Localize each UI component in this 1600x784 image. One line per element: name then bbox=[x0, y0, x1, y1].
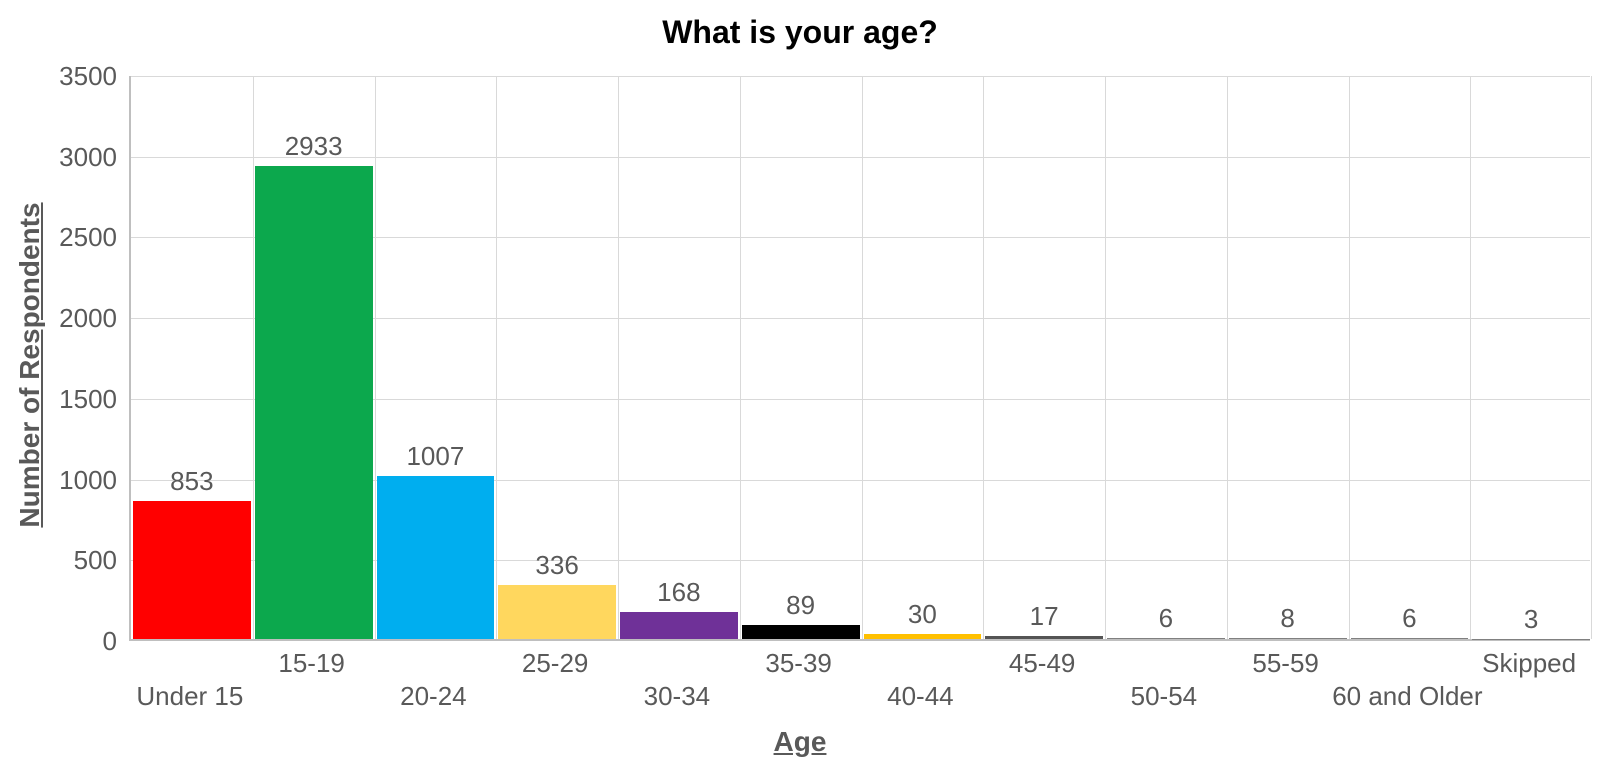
bar-30-34 bbox=[620, 611, 738, 639]
v-gridline-9 bbox=[1226, 76, 1228, 639]
bar-15-19 bbox=[254, 165, 373, 639]
y-tick-label-2500: 2500 bbox=[59, 222, 117, 253]
y-tick-label-1000: 1000 bbox=[59, 464, 117, 495]
v-gridline-4 bbox=[618, 76, 619, 639]
x-category-label-60 and Older: 60 and Older bbox=[1332, 681, 1483, 711]
v-gridline-1 bbox=[252, 76, 254, 639]
bar-value-label-45-49: 17 bbox=[1029, 601, 1059, 632]
v-gridline-3 bbox=[496, 76, 498, 639]
x-category-label-Skipped: Skipped bbox=[1482, 648, 1577, 678]
bar-value-label-Under 15: 853 bbox=[170, 466, 214, 497]
bar-value-label-50-54: 6 bbox=[1158, 603, 1174, 634]
x-category-label-30-34: 30-34 bbox=[643, 681, 711, 711]
x-category-label-25-29: 25-29 bbox=[521, 648, 589, 678]
y-tick-label-3500: 3500 bbox=[59, 61, 117, 91]
x-category-label-50-54: 50-54 bbox=[1130, 681, 1198, 711]
v-gridline-11 bbox=[1470, 76, 1472, 639]
y-tick-label-2000: 2000 bbox=[59, 303, 117, 334]
y-tick-label-0: 0 bbox=[102, 626, 117, 656]
bar-value-label-55-59: 8 bbox=[1280, 602, 1295, 633]
y-tick-label-500: 500 bbox=[73, 545, 117, 576]
y-tick-label-1500: 1500 bbox=[59, 383, 117, 414]
v-gridline-12 bbox=[1590, 76, 1592, 639]
v-gridline-7 bbox=[983, 76, 985, 639]
bar-value-label-20-24: 1007 bbox=[406, 441, 465, 472]
v-gridline-10 bbox=[1348, 76, 1350, 639]
plot-area: 853 2933 1007 336 168 89 30 17 6 8 6 3 bbox=[129, 76, 1592, 641]
bar-value-label-40-44: 30 bbox=[907, 599, 937, 630]
h-gridline-500 bbox=[131, 560, 1590, 562]
chart-title: What is your age? bbox=[662, 14, 938, 50]
bar-45-49 bbox=[985, 636, 1103, 639]
bar-value-label-15-19: 2933 bbox=[284, 130, 343, 161]
x-category-label-35-39: 35-39 bbox=[765, 648, 832, 678]
bar-50-54 bbox=[1107, 638, 1225, 639]
x-category-label-40-44: 40-44 bbox=[887, 681, 954, 711]
bar-25-29 bbox=[498, 584, 616, 639]
bar-value-label-35-39: 89 bbox=[786, 589, 816, 620]
v-gridline-5 bbox=[739, 76, 741, 639]
bar-55-59 bbox=[1228, 637, 1347, 639]
x-category-label-Under 15: Under 15 bbox=[136, 681, 244, 711]
bar-60 and Older bbox=[1350, 638, 1469, 639]
x-category-label-45-49: 45-49 bbox=[1008, 648, 1076, 678]
x-category-label-55-59: 55-59 bbox=[1252, 648, 1319, 678]
bar-value-label-30-34: 168 bbox=[657, 576, 701, 607]
bar-40-44 bbox=[863, 634, 982, 639]
v-gridline-6 bbox=[861, 76, 863, 639]
h-gridline-2000 bbox=[131, 318, 1590, 320]
h-gridline-2500 bbox=[131, 237, 1590, 239]
h-gridline-3000 bbox=[131, 156, 1590, 158]
h-gridline-3500 bbox=[131, 76, 1590, 77]
v-gridline-8 bbox=[1105, 76, 1106, 639]
bar-value-label-60 and Older: 6 bbox=[1402, 603, 1417, 634]
x-category-label-15-19: 15-19 bbox=[278, 648, 345, 678]
h-gridline-1500 bbox=[131, 398, 1590, 400]
bar-Under 15 bbox=[133, 501, 251, 639]
bar-20-24 bbox=[376, 476, 495, 639]
h-gridline-1000 bbox=[131, 479, 1590, 481]
y-tick-label-3000: 3000 bbox=[59, 141, 117, 172]
x-axis-title: Age bbox=[773, 726, 827, 757]
bar-value-label-Skipped: 3 bbox=[1523, 603, 1539, 634]
v-gridline-2 bbox=[374, 76, 376, 639]
bar-value-label-25-29: 336 bbox=[535, 549, 579, 580]
bar-35-39 bbox=[741, 624, 860, 639]
x-category-label-20-24: 20-24 bbox=[400, 681, 467, 711]
